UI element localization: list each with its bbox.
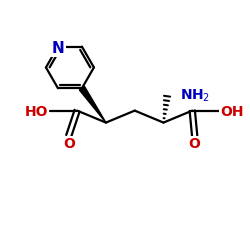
Polygon shape bbox=[79, 86, 106, 122]
Text: O: O bbox=[63, 137, 75, 151]
Text: O: O bbox=[189, 137, 200, 151]
Text: NH$_2$: NH$_2$ bbox=[180, 88, 210, 104]
Text: OH: OH bbox=[220, 105, 243, 119]
Text: N: N bbox=[52, 41, 64, 56]
Text: HO: HO bbox=[25, 105, 48, 119]
